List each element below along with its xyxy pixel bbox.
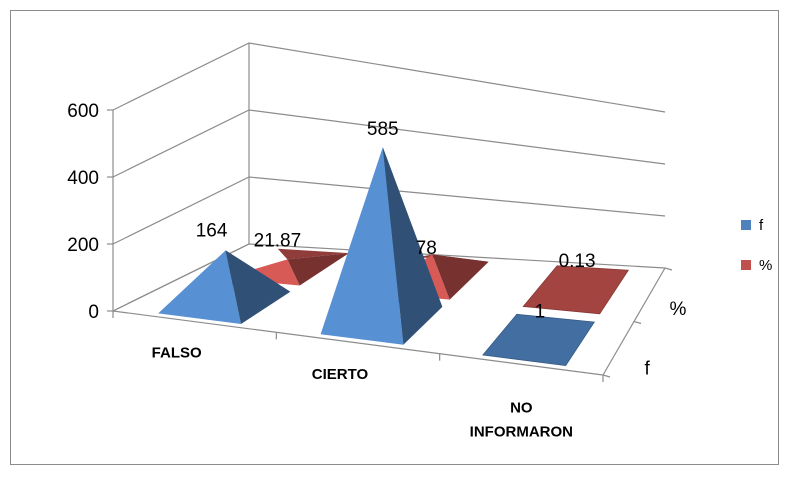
data-label-f-2: 1 [535,301,546,322]
gridline [112,42,666,113]
legend-label-pct: % [759,257,772,274]
depth-axis-labels: f% [645,299,687,380]
y-axis-ticks: 0 200 400 600 [67,101,99,323]
data-labels: 21.87 78 0.13 164 585 1 [196,119,596,322]
gridline [112,109,666,178]
pyramid-right-face [382,147,443,345]
depth-tick-mark [602,374,611,378]
legend-label-f: f [759,217,764,234]
category-label-1: CIERTO [312,366,369,383]
depth-tick-mark [633,320,642,325]
pyramid-right-face [225,250,291,324]
category-label-0: FALSO [152,345,202,362]
legend-swatch-f [741,220,751,230]
depth-label-pct: % [670,299,687,320]
pyramid-base [482,313,595,367]
floor-front-edge [112,310,604,376]
depth-label-f: f [645,358,651,379]
y-tick-label: 400 [67,168,99,189]
data-label-pct-0: 21.87 [254,230,302,251]
y-tick-label: 0 [88,302,99,323]
depth-tick-mark [664,267,673,271]
pyramid-f-0 [158,250,291,324]
data-label-pct-2: 0.13 [559,251,596,272]
data-label-pct-1: 78 [416,238,437,259]
data-label-f-1: 585 [367,119,399,140]
legend: f% [741,217,772,274]
pyramid-base [522,265,630,315]
gridline [112,243,666,312]
pyramid-f-2 [482,313,595,367]
pyramid-right-face [432,254,489,300]
pyramid-pct-2 [522,265,630,315]
category-label-2: NO [510,399,533,416]
pyramid-right-face [287,253,349,286]
pyramid-back-face [277,248,349,260]
pyramid-f-1 [320,147,443,345]
y-tick-label: 200 [67,235,99,256]
gridline [112,176,666,245]
data-label-f-0: 164 [196,220,228,241]
pyramid-front-face [158,250,241,324]
y-tick-label: 600 [67,101,99,122]
category-label-2: INFORMARON [470,423,573,440]
pyramid-front-face [320,147,404,345]
legend-swatch-pct [741,260,751,270]
chart-marks [158,147,630,367]
category-labels: FALSO CIERTO NO INFORMARON [152,345,573,441]
